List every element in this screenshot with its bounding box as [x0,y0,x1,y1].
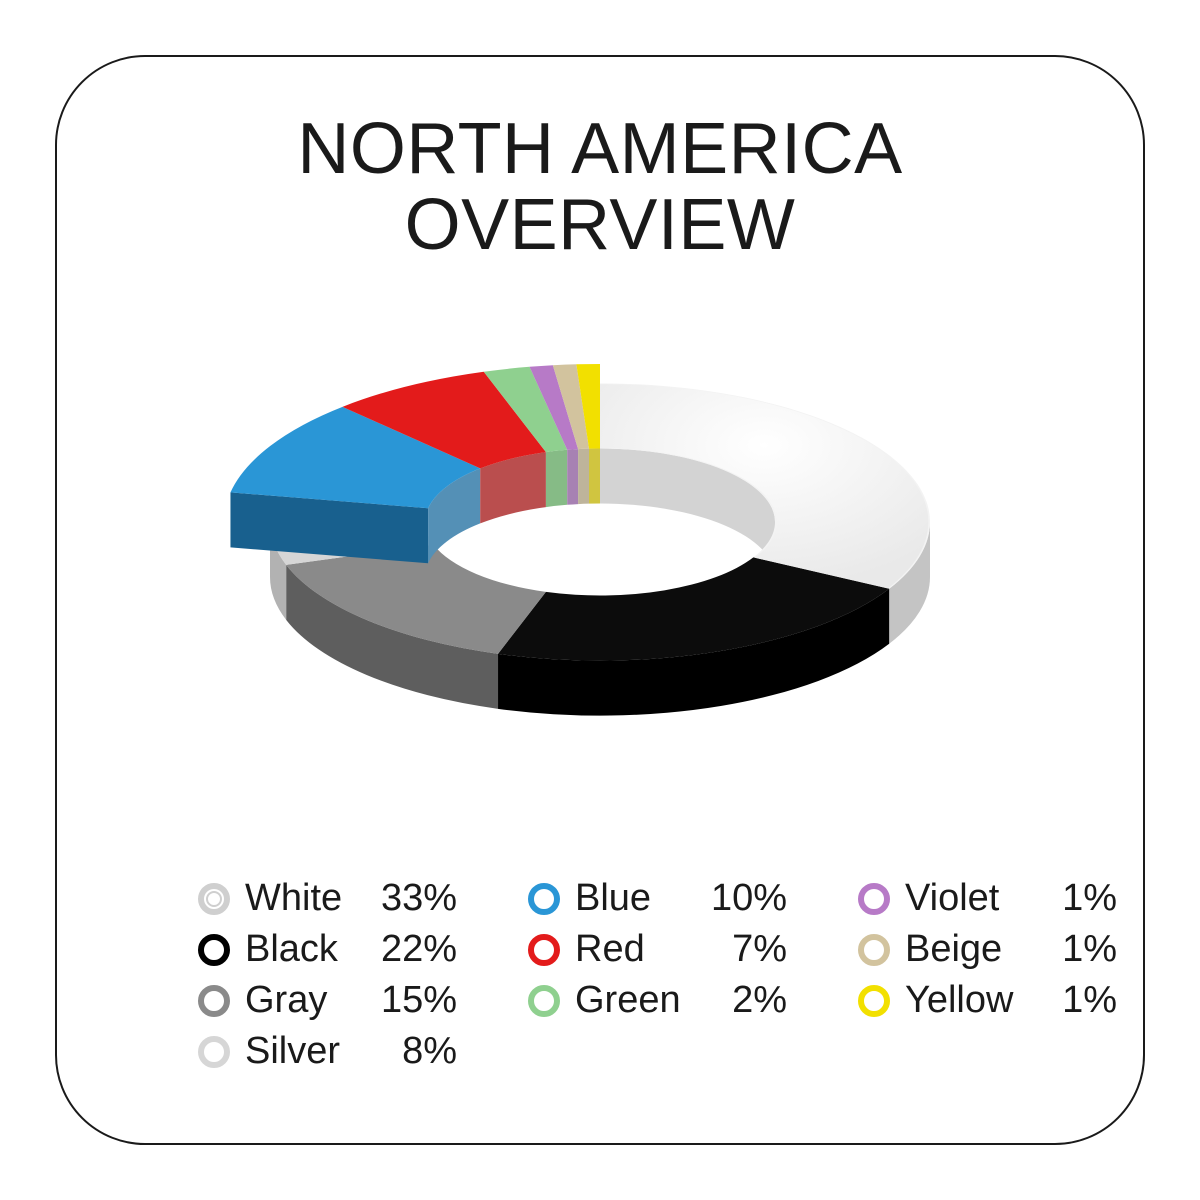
swatch-ring-icon [197,933,231,967]
legend-value: 15% [379,979,457,1022]
legend-value: 2% [709,979,787,1022]
swatch-ring-icon [527,984,561,1018]
title-line-1: NORTH AMERICA [57,112,1143,188]
donut-chart [57,317,1143,797]
legend-column: Blue 10% Red 7% Green 2% [527,877,787,1073]
legend-value: 8% [379,1030,457,1073]
legend-label: Gray [245,979,365,1022]
legend-item-yellow: Yellow 1% [857,979,1117,1022]
legend-item-blue: Blue 10% [527,877,787,920]
legend-value: 7% [709,928,787,971]
legend-label: Yellow [905,979,1025,1022]
legend-value: 33% [379,877,457,920]
legend-item-silver: Silver 8% [197,1030,457,1073]
legend-label: Silver [245,1030,365,1073]
legend: White 33% Black 22% Gray 15% Silver 8% Blue 1… [197,877,1053,1073]
legend-item-violet: Violet 1% [857,877,1117,920]
swatch-ring-icon [857,984,891,1018]
swatch-ring-icon [527,882,561,916]
chart-card: NORTH AMERICA OVERVIEW White 33% Black 22%… [55,55,1145,1145]
legend-item-white: White 33% [197,877,457,920]
swatch-ring-icon [197,882,231,916]
legend-column: Violet 1% Beige 1% Yellow 1% [857,877,1117,1073]
legend-value: 1% [1039,979,1117,1022]
chart-title: NORTH AMERICA OVERVIEW [57,112,1143,263]
swatch-ring-icon [197,1035,231,1069]
legend-item-red: Red 7% [527,928,787,971]
legend-item-gray: Gray 15% [197,979,457,1022]
legend-label: Violet [905,877,1025,920]
swatch-ring-icon [857,933,891,967]
legend-item-black: Black 22% [197,928,457,971]
legend-label: Beige [905,928,1025,971]
legend-label: White [245,877,365,920]
legend-label: Red [575,928,695,971]
title-line-2: OVERVIEW [57,188,1143,264]
legend-item-beige: Beige 1% [857,928,1117,971]
swatch-ring-icon [857,882,891,916]
swatch-ring-icon [197,984,231,1018]
legend-item-green: Green 2% [527,979,787,1022]
legend-value: 10% [709,877,787,920]
legend-label: Green [575,979,695,1022]
legend-label: Black [245,928,365,971]
legend-value: 1% [1039,877,1117,920]
legend-value: 22% [379,928,457,971]
legend-column: White 33% Black 22% Gray 15% Silver 8% [197,877,457,1073]
legend-value: 1% [1039,928,1117,971]
legend-label: Blue [575,877,695,920]
swatch-ring-icon [527,933,561,967]
